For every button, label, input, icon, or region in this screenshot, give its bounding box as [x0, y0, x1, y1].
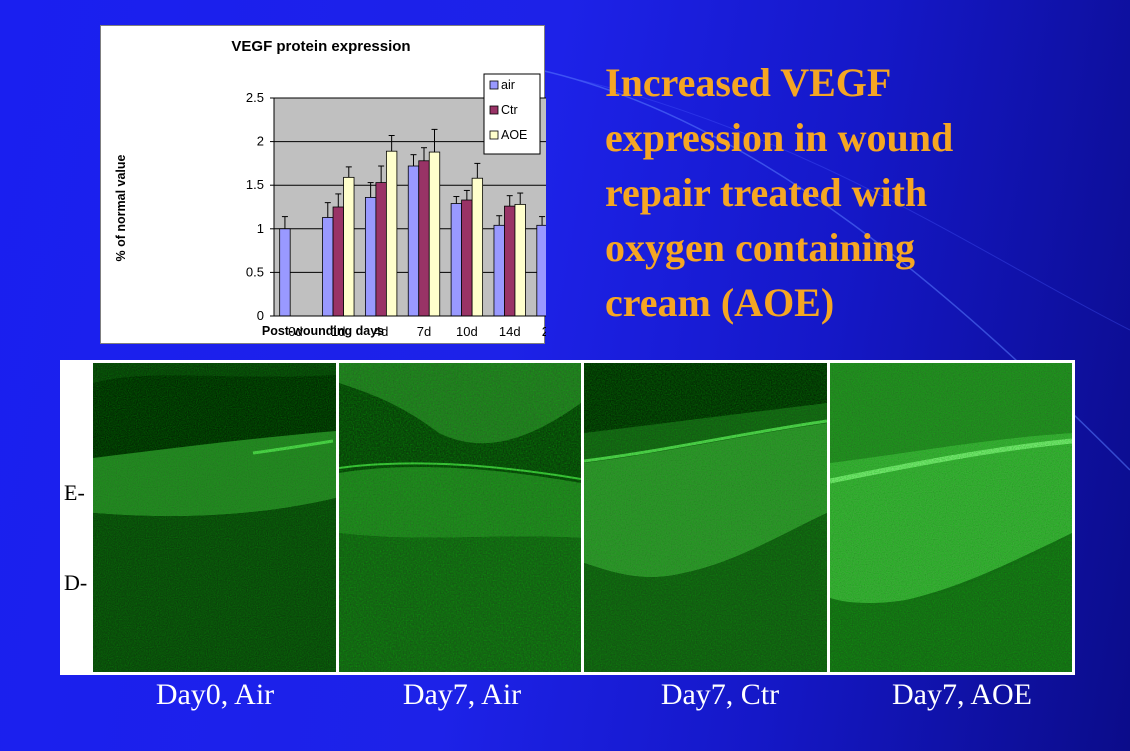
- x-tick-label: 10d: [456, 324, 478, 339]
- chart-title: VEGF protein expression: [231, 38, 410, 55]
- micrograph-day7-aoe: [830, 363, 1072, 672]
- legend: air Ctr AOE: [483, 73, 541, 155]
- y-tick-label: 0: [257, 308, 264, 323]
- bar-ctr: [375, 182, 387, 317]
- bar-air: [450, 203, 463, 317]
- heading-line-5: cream (AOE): [605, 280, 835, 325]
- legend-swatch-ctr: [489, 105, 499, 115]
- x-tick-label: 14d: [499, 324, 521, 339]
- y-tick-label: 1.5: [246, 177, 264, 192]
- legend-label-aoe: AOE: [501, 128, 527, 142]
- chart-canvas: VEGF protein expression 0 0.5 1 1.5 2 2.5 0d 1d…: [114, 38, 546, 339]
- caption-day7-aoe: Day7, AOE: [892, 678, 1032, 711]
- epidermis-label: E-: [64, 480, 85, 505]
- slide-heading: Increased VEGF expression in wound repai…: [605, 55, 1025, 330]
- micrograph-day7-ctr: [584, 363, 827, 672]
- dermis-label: D-: [64, 570, 88, 595]
- bar-air: [364, 197, 377, 317]
- x-tick-label: 7d: [417, 324, 431, 339]
- bar-air: [407, 165, 420, 317]
- bar-air: [279, 228, 291, 317]
- y-axis-label: % of normal value: [114, 154, 128, 261]
- bar-aoe: [343, 176, 355, 317]
- legend-label-ctr: Ctr: [501, 103, 518, 117]
- x-tick-label: 4d: [374, 324, 388, 339]
- bar-ctr: [461, 199, 473, 317]
- bar-ctr: [332, 206, 344, 317]
- bar-aoe: [471, 177, 484, 317]
- micrograph-panel: E- D-: [60, 360, 1075, 675]
- bar-aoe: [428, 151, 441, 317]
- x-tick-label: 0d: [288, 324, 302, 339]
- heading-line-4: oxygen containing: [605, 225, 916, 270]
- micrograph-day7-air: [339, 363, 581, 672]
- x-axis-label: Post-wounding days: [262, 324, 384, 338]
- y-tick-label: 0.5: [246, 264, 264, 279]
- caption-day0-air: Day0, Air: [155, 678, 275, 711]
- bar-ctr: [504, 205, 516, 317]
- caption-day7-air: Day7, Air: [402, 678, 522, 711]
- bar-air: [493, 224, 505, 317]
- heading-line-2: expression in wound: [605, 115, 954, 160]
- legend-label-air: air: [501, 78, 515, 92]
- bar-aoe: [514, 203, 526, 317]
- heading-line-1: Increased VEGF: [605, 60, 892, 105]
- bar-air: [536, 224, 546, 317]
- heading-line-3: repair treated with: [605, 170, 928, 215]
- y-tick-label: 1: [257, 221, 264, 236]
- y-tick-label: 2: [257, 134, 264, 149]
- bar-air: [322, 217, 334, 317]
- x-tick-label: 1d: [331, 324, 345, 339]
- bar-aoe: [385, 150, 398, 317]
- y-tick-label: 2.5: [246, 90, 264, 105]
- bar-chart: VEGF protein expression 0 0.5 1 1.5 2 2.5 0d 1d…: [100, 25, 546, 344]
- bar-ctr: [418, 160, 430, 317]
- legend-swatch-air: [489, 80, 499, 90]
- legend-swatch-aoe: [489, 130, 499, 140]
- x-tick-label: 21d: [542, 324, 546, 339]
- caption-day7-ctr: Day7, Ctr: [660, 678, 780, 711]
- micrograph-day0-air: [93, 363, 336, 672]
